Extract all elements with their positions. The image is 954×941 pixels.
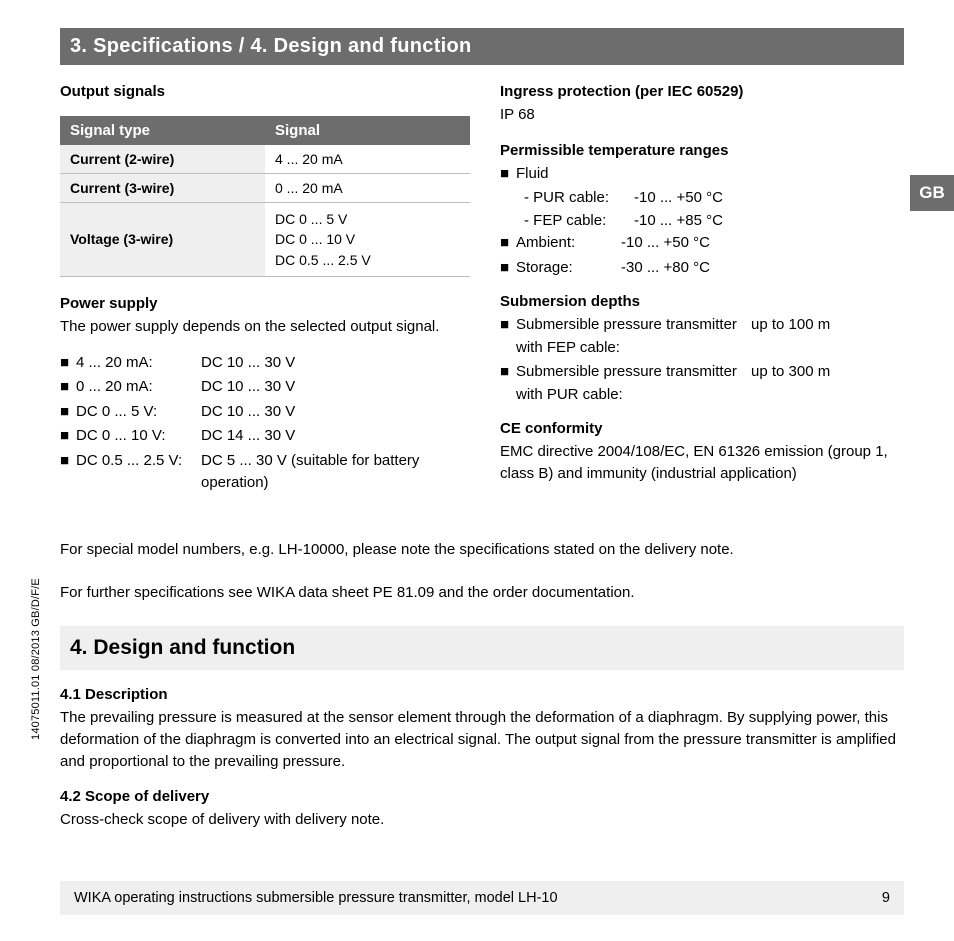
subitem-key: - FEP cable:: [524, 210, 634, 233]
vertical-document-code: 14075011.01 08/2013 GB/D/F/E: [30, 540, 42, 740]
list-item: ■Submersible pressure transmitter with P…: [500, 361, 904, 406]
list-key: DC 0 ... 5 V:: [76, 401, 201, 424]
language-badge: GB: [910, 175, 954, 211]
signal-value: 0 ... 20 mA: [265, 174, 470, 203]
bullet-icon: ■: [500, 257, 516, 280]
list-item: ■Submersible pressure transmitter with F…: [500, 314, 904, 359]
bullet-icon: ■: [500, 163, 516, 186]
notes-block: For special model numbers, e.g. LH-10000…: [60, 539, 904, 605]
bullet-icon: ■: [60, 352, 76, 375]
ce-text: EMC directive 2004/108/EC, EN 61326 emis…: [500, 441, 904, 485]
table-header: Signal: [265, 116, 470, 145]
signal-value: 4 ... 20 mA: [265, 145, 470, 174]
list-key: Fluid: [516, 163, 621, 186]
page-number: 9: [882, 890, 890, 906]
list-value: up to 300 m: [751, 361, 830, 406]
list-value: DC 10 ... 30 V: [201, 376, 470, 399]
list-value: DC 5 ... 30 V (suitable for battery oper…: [201, 450, 470, 495]
power-supply-label: Power supply: [60, 295, 470, 312]
subsection-text: Cross-check scope of delivery with deliv…: [60, 809, 904, 831]
list-item: ■0 ... 20 mA:DC 10 ... 30 V: [60, 376, 470, 399]
list-key: Submersible pressure transmitter with FE…: [516, 314, 751, 359]
list-item: ■DC 0.5 ... 2.5 V:DC 5 ... 30 V (suitabl…: [60, 450, 470, 495]
subsection-4-1: 4.1 Description The prevailing pressure …: [60, 686, 904, 772]
list-key: 4 ... 20 mA:: [76, 352, 201, 375]
list-key: DC 0.5 ... 2.5 V:: [76, 450, 201, 473]
note-text: For special model numbers, e.g. LH-10000…: [60, 539, 904, 561]
signal-type: Voltage (3-wire): [60, 203, 265, 277]
header-bar: 3. Specifications / 4. Design and functi…: [60, 28, 904, 65]
table-header: Signal type: [60, 116, 265, 145]
list-value: -10 ... +50 °C: [621, 232, 904, 255]
list-key: 0 ... 20 mA:: [76, 376, 201, 399]
list-value: DC 10 ... 30 V: [201, 401, 470, 424]
footer-text: WIKA operating instructions submersible …: [74, 890, 558, 906]
subitem-value: -10 ... +50 °C: [634, 187, 723, 210]
submersion-label: Submersion depths: [500, 293, 904, 310]
signal-multiline: DC 0 ... 5 VDC 0 ... 10 VDC 0.5 ... 2.5 …: [275, 209, 460, 270]
list-item: ■DC 0 ... 5 V:DC 10 ... 30 V: [60, 401, 470, 424]
subitem-value: -10 ... +85 °C: [634, 210, 723, 233]
bullet-icon: ■: [60, 450, 76, 473]
ingress-label: Ingress protection (per IEC 60529): [500, 83, 904, 100]
bullet-icon: ■: [60, 401, 76, 424]
list-item: ■Fluid: [500, 163, 904, 186]
subsection-label: 4.2 Scope of delivery: [60, 788, 904, 805]
list-subitem: - PUR cable:-10 ... +50 °C: [524, 187, 904, 210]
table-row: Current (3-wire) 0 ... 20 mA: [60, 174, 470, 203]
temp-label: Permissible temperature ranges: [500, 142, 904, 159]
note-text: For further specifications see WIKA data…: [60, 582, 904, 604]
submersion-list: ■Submersible pressure transmitter with F…: [500, 314, 904, 406]
footer-bar: WIKA operating instructions submersible …: [60, 881, 904, 915]
ce-label: CE conformity: [500, 420, 904, 437]
list-key: DC 0 ... 10 V:: [76, 425, 201, 448]
list-value: DC 10 ... 30 V: [201, 352, 470, 375]
list-item: ■4 ... 20 mA:DC 10 ... 30 V: [60, 352, 470, 375]
output-signals-label: Output signals: [60, 83, 470, 100]
bullet-icon: ■: [500, 232, 516, 255]
bullet-icon: ■: [500, 314, 516, 337]
bullet-icon: ■: [60, 376, 76, 399]
list-value: DC 14 ... 30 V: [201, 425, 470, 448]
list-key: Storage:: [516, 257, 621, 280]
list-item: ■Storage:-30 ... +80 °C: [500, 257, 904, 280]
temp-list: ■Fluid- PUR cable:-10 ... +50 °C- FEP ca…: [500, 163, 904, 280]
subsection-4-2: 4.2 Scope of delivery Cross-check scope …: [60, 788, 904, 831]
signal-type: Current (2-wire): [60, 145, 265, 174]
list-item: ■DC 0 ... 10 V:DC 14 ... 30 V: [60, 425, 470, 448]
bullet-icon: ■: [60, 425, 76, 448]
right-column: Ingress protection (per IEC 60529) IP 68…: [500, 83, 904, 509]
section-bar: 4. Design and function: [60, 626, 904, 670]
power-supply-list: ■4 ... 20 mA:DC 10 ... 30 V■0 ... 20 mA:…: [60, 352, 470, 495]
left-column: Output signals Signal type Signal Curren…: [60, 83, 470, 509]
signal-type: Current (3-wire): [60, 174, 265, 203]
bullet-icon: ■: [500, 361, 516, 384]
subsection-label: 4.1 Description: [60, 686, 904, 703]
list-value: up to 100 m: [751, 314, 830, 359]
two-column-layout: Output signals Signal type Signal Curren…: [60, 83, 904, 509]
list-key: Ambient:: [516, 232, 621, 255]
table-row: Voltage (3-wire) DC 0 ... 5 VDC 0 ... 10…: [60, 203, 470, 277]
ingress-value: IP 68: [500, 104, 904, 126]
list-key: Submersible pressure transmitter with PU…: [516, 361, 751, 406]
list-value: -30 ... +80 °C: [621, 257, 904, 280]
subsection-text: The prevailing pressure is measured at t…: [60, 707, 904, 772]
power-supply-text: The power supply depends on the selected…: [60, 316, 470, 338]
signal-table: Signal type Signal Current (2-wire) 4 ..…: [60, 116, 470, 277]
list-subitem: - FEP cable:-10 ... +85 °C: [524, 210, 904, 233]
signal-value: DC 0 ... 5 VDC 0 ... 10 VDC 0.5 ... 2.5 …: [265, 203, 470, 277]
list-item: ■Ambient:-10 ... +50 °C: [500, 232, 904, 255]
table-row: Current (2-wire) 4 ... 20 mA: [60, 145, 470, 174]
subitem-key: - PUR cable:: [524, 187, 634, 210]
